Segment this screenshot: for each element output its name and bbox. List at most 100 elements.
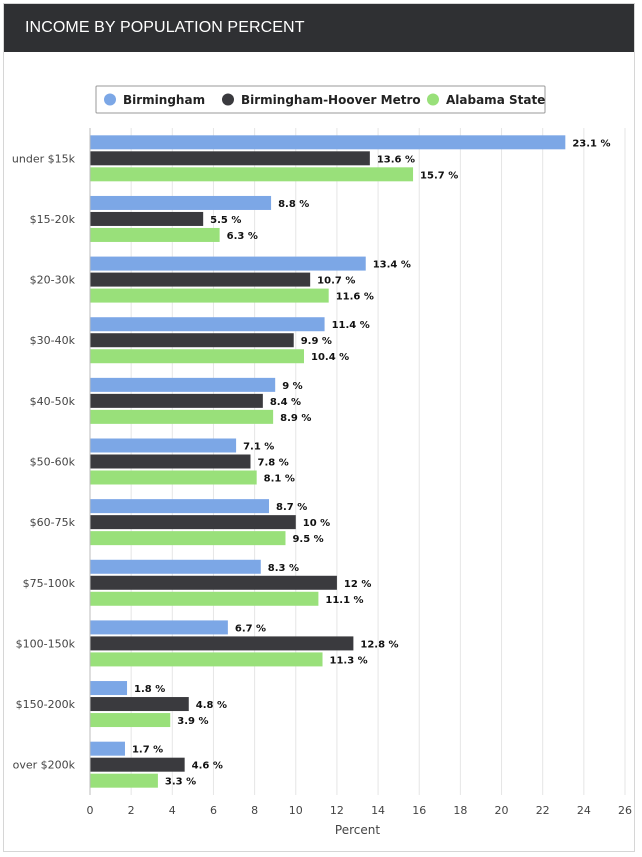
data-label: 7.1 % — [243, 442, 274, 453]
bar[interactable] — [90, 349, 304, 364]
bar[interactable] — [90, 773, 158, 788]
category-label: $15-20k — [30, 213, 76, 226]
category-label: $150-200k — [16, 698, 76, 711]
bar[interactable] — [90, 741, 125, 756]
data-labels: 23.1 % 13.6 % 15.7 % 8.8 % 5.5 % 6.3 % 13.4 % 1… — [132, 138, 611, 787]
data-label: 8.4 % — [270, 397, 301, 408]
x-tick-label: 18 — [453, 804, 467, 817]
data-label: 3.3 % — [165, 777, 196, 788]
data-label: 6.3 % — [227, 231, 258, 242]
bar[interactable] — [90, 256, 366, 271]
bar[interactable] — [90, 288, 329, 303]
data-label: 8.9 % — [280, 413, 311, 424]
legend-box — [95, 85, 546, 114]
data-label: 10.4 % — [311, 352, 349, 363]
bar[interactable] — [90, 697, 189, 712]
data-label: 13.4 % — [373, 260, 411, 271]
bar[interactable] — [90, 333, 294, 348]
x-tick-label: 26 — [618, 804, 632, 817]
bar[interactable] — [90, 713, 171, 728]
data-label: 11.4 % — [332, 320, 370, 331]
data-label: 7.8 % — [258, 458, 289, 469]
legend-swatch[interactable] — [427, 93, 439, 106]
data-label: 4.6 % — [192, 761, 223, 772]
x-tick-label: 22 — [536, 804, 550, 817]
bar[interactable] — [90, 575, 337, 590]
data-label: 12 % — [344, 579, 371, 590]
x-tick-label: 14 — [371, 804, 385, 817]
bar[interactable] — [90, 393, 263, 408]
bar[interactable] — [90, 151, 370, 166]
bar[interactable] — [90, 438, 237, 453]
x-tick-label: 2 — [128, 804, 135, 817]
bar[interactable] — [90, 681, 128, 696]
category-label: $30-40k — [30, 334, 76, 347]
bar[interactable] — [90, 531, 286, 546]
data-label: 9.9 % — [301, 336, 332, 347]
legend-label[interactable]: Alabama State — [446, 93, 545, 107]
bar[interactable] — [90, 195, 272, 210]
bar[interactable] — [90, 377, 276, 392]
category-label: $50-60k — [30, 456, 76, 469]
data-label: 6.7 % — [235, 623, 266, 634]
category-label: $40-50k — [30, 395, 76, 408]
chart-header: INCOME BY POPULATION PERCENT — [4, 4, 634, 52]
x-tick-label: 16 — [412, 804, 426, 817]
x-tick-label: 24 — [577, 804, 591, 817]
data-label: 8.1 % — [264, 474, 295, 485]
category-label: $100-150k — [16, 637, 76, 650]
bar[interactable] — [90, 211, 204, 226]
data-label: 11.3 % — [330, 655, 368, 666]
data-label: 23.1 % — [572, 138, 610, 149]
x-tick-label: 6 — [210, 804, 217, 817]
data-label: 9 % — [282, 381, 302, 392]
bar[interactable] — [90, 135, 566, 150]
data-label: 4.8 % — [196, 700, 227, 711]
bar[interactable] — [90, 636, 354, 651]
data-label: 1.8 % — [134, 684, 165, 695]
bar[interactable] — [90, 499, 270, 514]
bar[interactable] — [90, 652, 323, 667]
x-axis-title: Percent — [335, 823, 380, 837]
x-tick-label: 10 — [289, 804, 303, 817]
x-tick-label: 12 — [330, 804, 344, 817]
legend-swatch[interactable] — [104, 93, 116, 106]
category-label: $75-100k — [23, 577, 76, 590]
bar[interactable] — [90, 317, 325, 332]
data-label: 10 % — [303, 518, 330, 529]
legend-label[interactable]: Birmingham — [123, 93, 205, 107]
bars — [90, 135, 566, 788]
legend: Birmingham Birmingham-Hoover Metro Alabama… — [95, 85, 546, 114]
data-label: 8.3 % — [268, 563, 299, 574]
data-label: 15.7 % — [420, 170, 458, 181]
bar[interactable] — [90, 470, 257, 485]
category-label: over $200k — [13, 759, 76, 772]
bar[interactable] — [90, 167, 414, 182]
bar[interactable] — [90, 515, 296, 530]
legend-label[interactable]: Birmingham-Hoover Metro — [241, 93, 421, 107]
data-label: 5.5 % — [210, 215, 241, 226]
data-label: 11.6 % — [336, 292, 374, 303]
x-tick-label: 4 — [169, 804, 176, 817]
bar[interactable] — [90, 227, 220, 242]
bar[interactable] — [90, 591, 319, 606]
data-label: 8.7 % — [276, 502, 307, 513]
x-tick-label: 0 — [87, 804, 94, 817]
bar[interactable] — [90, 757, 185, 772]
bar[interactable] — [90, 409, 274, 424]
bar[interactable] — [90, 559, 261, 574]
category-label: $60-75k — [30, 516, 76, 529]
axes: under $15k $15-20k $20-30k $30-40k $40-50k $5… — [12, 128, 632, 837]
bar[interactable] — [90, 620, 228, 635]
bar[interactable] — [90, 454, 251, 469]
data-label: 13.6 % — [377, 154, 415, 165]
bar[interactable] — [90, 272, 311, 287]
data-label: 12.8 % — [360, 639, 398, 650]
legend-swatch[interactable] — [222, 93, 234, 106]
data-label: 8.8 % — [278, 199, 309, 210]
data-label: 1.7 % — [132, 745, 163, 756]
data-label: 3.9 % — [177, 716, 208, 727]
chart-title: INCOME BY POPULATION PERCENT — [25, 19, 305, 36]
category-label: under $15k — [12, 152, 76, 165]
